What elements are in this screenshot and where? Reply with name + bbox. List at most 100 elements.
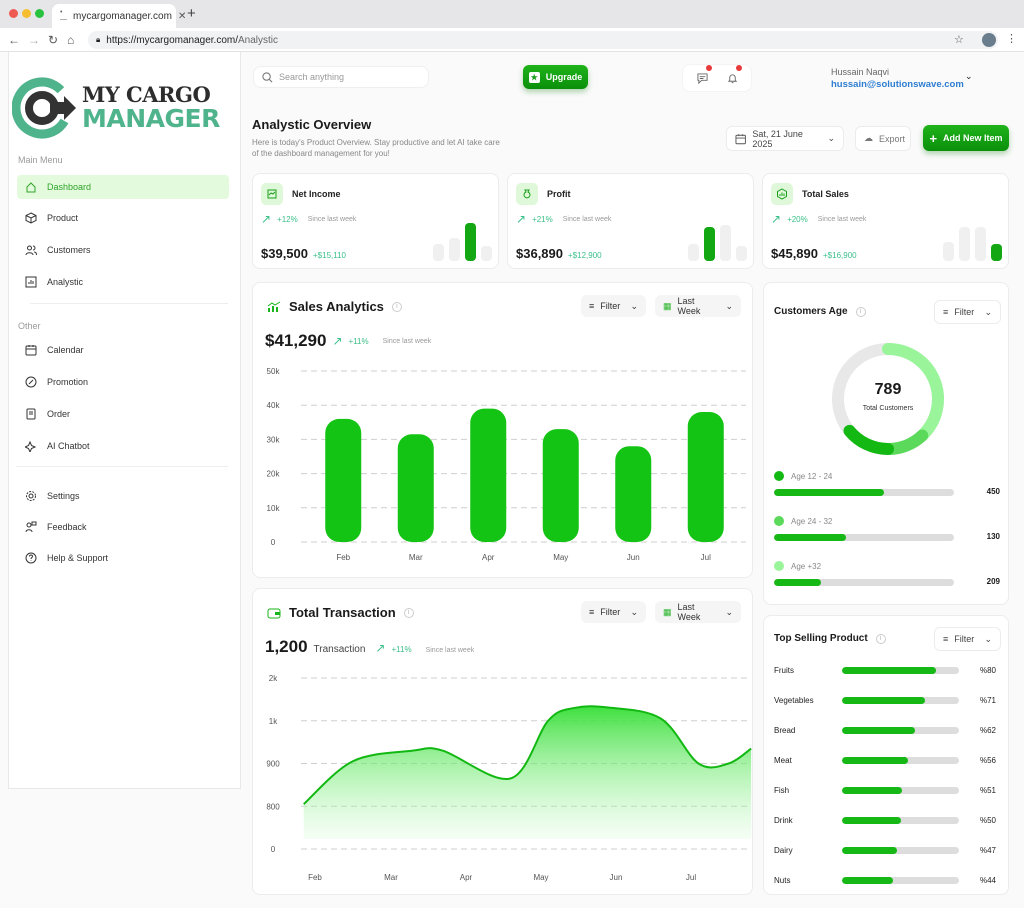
sales-bar-may[interactable] <box>542 429 579 542</box>
sales-total-value: $41,290 <box>265 331 327 350</box>
info-icon[interactable]: i <box>855 306 866 317</box>
sales-bar-feb[interactable] <box>325 418 362 542</box>
sales-bar-apr[interactable] <box>470 408 507 542</box>
cloud-icon: ☁︎ <box>864 133 873 143</box>
donut-segment[interactable] <box>882 343 944 442</box>
sales-period-dropdown[interactable]: ▦ Last Week ⌄ <box>655 295 741 317</box>
user-menu-chevron-icon[interactable]: ⌄ <box>965 71 973 81</box>
messages-button[interactable] <box>690 65 714 90</box>
transaction-total-value: 1,200 <box>265 637 308 656</box>
reload-icon[interactable]: ↻ <box>48 33 59 47</box>
kpi-delta: +$15,110 <box>313 251 346 260</box>
product-name: Fish <box>774 786 790 795</box>
sidebar-item-ai-chatbot[interactable]: AI Chatbot <box>17 434 229 458</box>
kpi-mini-bar <box>943 242 954 261</box>
kpi-change: +20% <box>787 214 808 224</box>
product-percent: %80 <box>979 666 996 675</box>
x-tick-label: Mar <box>384 873 398 882</box>
kpi-since: Since last week <box>562 215 612 223</box>
sales-analytics-title: Sales Analytics <box>289 299 384 314</box>
sidebar-divider <box>30 303 228 304</box>
close-window-button[interactable] <box>9 9 18 18</box>
sales-filter-dropdown[interactable]: ≡ Filter ⌄ <box>581 295 646 317</box>
search-icon <box>262 71 273 82</box>
date-label: Sat, 21 June 2025 <box>752 128 803 149</box>
kpi-mini-bar <box>991 244 1002 261</box>
age-progress-bar <box>774 534 954 541</box>
product-percent: %56 <box>979 756 996 765</box>
profile-avatar[interactable] <box>982 33 996 47</box>
x-tick-label: Jul <box>686 873 696 882</box>
maximize-window-button[interactable] <box>35 9 44 18</box>
minimize-window-button[interactable] <box>22 9 31 18</box>
top-selling-filter-dropdown[interactable]: ≡ Filter ⌄ <box>934 627 1001 651</box>
logo-line-2: MANAGER <box>82 104 220 133</box>
sidebar-item-label: Calendar <box>47 345 84 355</box>
export-button[interactable]: ☁︎ Export <box>855 126 911 151</box>
notifications-button[interactable] <box>720 65 744 90</box>
user-name: Hussain Naqvi <box>831 67 890 77</box>
forward-icon[interactable]: → <box>28 33 40 47</box>
feedback-icon <box>25 521 37 533</box>
y-tick-label: 10k <box>267 504 281 513</box>
transaction-period-dropdown[interactable]: ▦ Last Week ⌄ <box>655 601 741 623</box>
sidebar-item-label: Promotion <box>47 377 89 387</box>
browser-tab[interactable]: •— mycargomanager.com ✕ <box>52 4 186 28</box>
close-tab-icon[interactable]: ✕ <box>177 10 187 22</box>
sidebar-item-customers[interactable]: Customers <box>17 238 229 262</box>
back-icon[interactable]: ← <box>8 33 20 47</box>
box-icon <box>25 212 37 224</box>
age-progress-bar <box>774 489 954 496</box>
url-field[interactable]: 🔒︎ https://mycargomanager.com/Analystic <box>88 31 998 49</box>
sales-since: Since last week <box>382 337 432 345</box>
kpi-mini-bar <box>481 246 492 261</box>
sidebar-item-feedback[interactable]: Feedback <box>17 515 229 539</box>
sales-bar-mar[interactable] <box>397 434 434 542</box>
kpi-since: Since last week <box>307 215 357 223</box>
chevron-down-icon: ⌄ <box>630 606 638 617</box>
age-group-value: 130 <box>986 532 1000 541</box>
sales-bar-jun[interactable] <box>615 446 652 542</box>
sidebar-item-promotion[interactable]: Promotion <box>17 370 229 394</box>
donut-segment[interactable] <box>843 424 894 455</box>
new-tab-button[interactable]: + <box>187 5 196 22</box>
y-tick-label: 800 <box>266 802 280 811</box>
logo[interactable]: MY CARGO MANAGER <box>12 76 230 140</box>
date-picker[interactable]: Sat, 21 June 2025 ⌄ <box>726 126 844 151</box>
home-icon[interactable]: ⌂ <box>67 33 75 47</box>
sidebar-item-label: Customers <box>47 245 91 255</box>
add-new-item-button[interactable]: + Add New Item <box>923 125 1009 151</box>
period-label: Last Week <box>677 602 701 622</box>
info-icon[interactable]: i <box>875 633 886 644</box>
transaction-filter-dropdown[interactable]: ≡ Filter ⌄ <box>581 601 646 623</box>
sidebar-item-label: AI Chatbot <box>47 441 90 451</box>
sidebar-item-dashboard[interactable]: Dashboard <box>17 175 229 199</box>
upgrade-button[interactable]: ★ Upgrade <box>523 65 588 89</box>
sidebar-item-calendar[interactable]: Calendar <box>17 338 229 362</box>
sidebar-item-analystic[interactable]: Analystic <box>17 270 229 294</box>
gear-icon <box>26 491 36 501</box>
kpi-title: Total Sales <box>802 189 849 199</box>
kpi-mini-bar <box>720 225 731 261</box>
info-icon[interactable]: i <box>403 607 414 618</box>
filter-label: Filter <box>954 307 975 317</box>
x-tick-label: Apr <box>482 553 495 562</box>
sidebar-item-product[interactable]: Product <box>17 206 229 230</box>
search-input[interactable]: Search anything <box>253 66 429 88</box>
sales-bar-jul[interactable] <box>687 412 724 542</box>
age-group-value: 450 <box>986 487 1000 496</box>
sidebar-item-help-support[interactable]: Help & Support <box>17 546 229 570</box>
trend-up-icon: ↗ <box>332 334 343 348</box>
info-icon[interactable]: i <box>391 301 402 312</box>
transaction-line[interactable] <box>303 705 752 805</box>
sales-bar-chart: 0 10k 20k 30k 40k 50k Feb Mar Apr May Jun Jul <box>267 367 746 562</box>
kpi-mini-bar <box>465 223 476 261</box>
kpi-change: +12% <box>277 214 298 224</box>
sidebar-item-settings[interactable]: Settings <box>17 484 229 508</box>
trend-up-icon: ↗ <box>261 212 272 226</box>
sidebar-item-order[interactable]: Order <box>17 402 229 426</box>
browser-menu-icon[interactable]: ⋮ <box>1006 33 1017 45</box>
product-percent: %44 <box>979 876 996 885</box>
bookmark-star-icon[interactable]: ☆ <box>954 34 964 46</box>
customers-filter-dropdown[interactable]: ≡ Filter ⌄ <box>934 300 1001 324</box>
